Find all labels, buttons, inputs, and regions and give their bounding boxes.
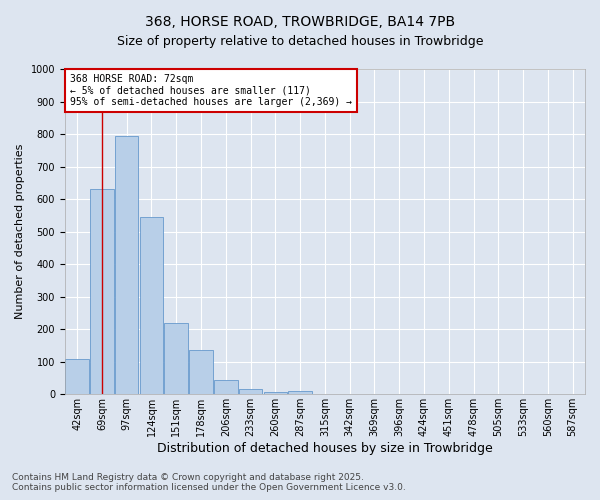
Bar [164, 322, 188, 394]
X-axis label: Distribution of detached houses by size in Trowbridge: Distribution of detached houses by size … [157, 442, 493, 455]
Bar [289, 391, 312, 394]
Bar [140, 217, 163, 394]
Bar [90, 190, 114, 394]
Text: Contains HM Land Registry data © Crown copyright and database right 2025.
Contai: Contains HM Land Registry data © Crown c… [12, 473, 406, 492]
Bar [239, 389, 262, 394]
Bar [263, 392, 287, 394]
Text: 368, HORSE ROAD, TROWBRIDGE, BA14 7PB: 368, HORSE ROAD, TROWBRIDGE, BA14 7PB [145, 15, 455, 29]
Bar [115, 136, 139, 394]
Bar [189, 350, 213, 395]
Bar [65, 358, 89, 394]
Text: Size of property relative to detached houses in Trowbridge: Size of property relative to detached ho… [117, 35, 483, 48]
Y-axis label: Number of detached properties: Number of detached properties [15, 144, 25, 320]
Bar [214, 380, 238, 394]
Text: 368 HORSE ROAD: 72sqm
← 5% of detached houses are smaller (117)
95% of semi-deta: 368 HORSE ROAD: 72sqm ← 5% of detached h… [70, 74, 352, 107]
